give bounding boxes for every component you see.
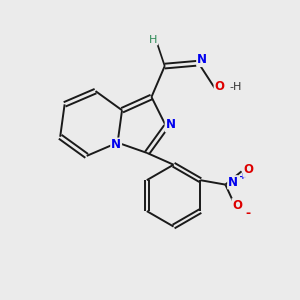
- Text: O: O: [214, 80, 224, 93]
- Text: O: O: [232, 199, 242, 212]
- Text: N: N: [166, 118, 176, 131]
- Text: -: -: [245, 207, 250, 220]
- Text: N: N: [111, 139, 121, 152]
- Text: N: N: [228, 176, 238, 189]
- Text: -H: -H: [229, 82, 242, 92]
- Text: N: N: [197, 53, 207, 66]
- Text: O: O: [243, 164, 253, 176]
- Text: H: H: [149, 34, 157, 45]
- Text: +: +: [238, 172, 246, 181]
